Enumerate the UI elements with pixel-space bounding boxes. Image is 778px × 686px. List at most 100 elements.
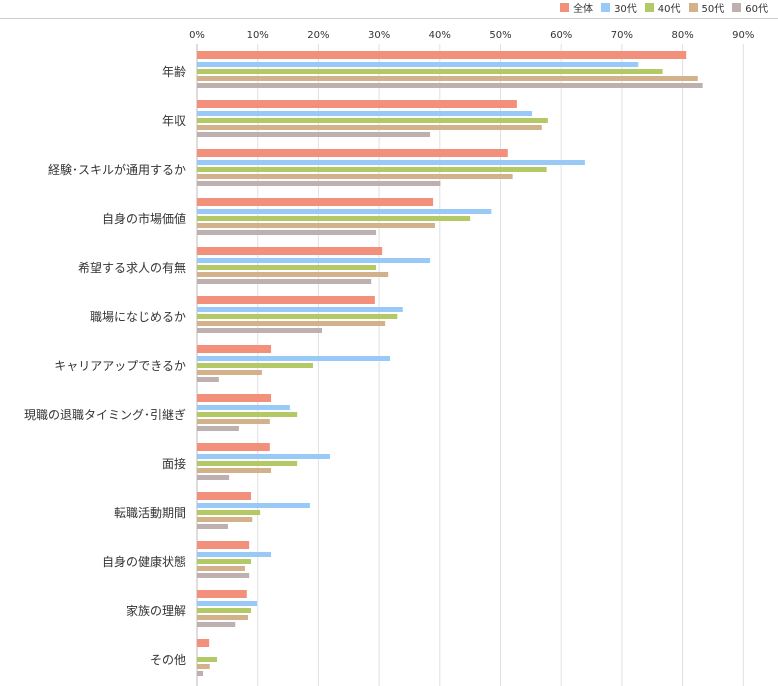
bar-7-4 (197, 426, 239, 431)
legend-swatch (688, 2, 698, 12)
bar-6-4 (197, 377, 219, 382)
legend-label: 40代 (657, 3, 681, 15)
legend: 全体 30代 40代 50代 60代 (560, 0, 768, 15)
legend-item-2: 40代 (644, 0, 681, 15)
category-label: その他 (150, 653, 186, 667)
category-label: 自身の市場価値 (102, 211, 186, 226)
x-tick-label: 50% (489, 30, 511, 41)
bar-10-0 (197, 541, 250, 549)
bar-2-2 (197, 167, 547, 172)
bar-12-2 (197, 657, 218, 662)
x-tick-label: 20% (307, 30, 329, 41)
bar-6-0 (197, 345, 272, 353)
bar-9-0 (197, 492, 252, 500)
category-label: 家族の理解 (126, 603, 186, 618)
bar-3-0 (197, 198, 434, 206)
x-tick-label: 60% (550, 30, 572, 41)
bar-1-1 (197, 111, 533, 116)
bar-9-1 (197, 503, 310, 508)
bar-12-4 (197, 671, 204, 676)
bar-8-1 (197, 454, 330, 459)
legend-label: 60代 (745, 3, 768, 15)
legend-swatch (560, 2, 570, 12)
bar-0-4 (197, 83, 703, 88)
bar-8-0 (197, 443, 270, 451)
bar-11-0 (197, 590, 247, 598)
legend-label: 30代 (614, 3, 637, 15)
bar-11-3 (197, 615, 248, 620)
bar-3-1 (197, 209, 492, 214)
bar-6-1 (197, 356, 391, 361)
x-tick-label: 90% (732, 30, 754, 41)
bar-4-1 (197, 258, 431, 263)
legend-divider (0, 18, 778, 19)
x-tick-label: 10% (247, 30, 269, 41)
bar-6-3 (197, 370, 262, 375)
x-tick-label: 70% (611, 30, 633, 41)
x-tick-label: 40% (429, 30, 451, 41)
bar-2-4 (197, 181, 441, 186)
bar-0-0 (197, 51, 687, 59)
legend-item-1: 30代 (601, 0, 637, 15)
category-label: 転職活動期間 (114, 506, 186, 520)
bar-9-2 (197, 510, 261, 515)
legend-swatch (732, 2, 742, 12)
bar-2-1 (197, 160, 585, 165)
legend-label: 全体 (573, 3, 594, 15)
bar-5-0 (197, 296, 375, 304)
bar-5-4 (197, 328, 323, 333)
bar-9-4 (197, 524, 228, 529)
legend-item-0: 全体 (560, 0, 593, 15)
category-label: 職場になじめるか (90, 310, 186, 324)
bar-5-1 (197, 307, 403, 312)
bar-5-2 (197, 314, 398, 319)
bar-9-3 (197, 517, 253, 522)
bar-1-4 (197, 132, 431, 137)
bar-7-1 (197, 405, 290, 410)
bar-1-3 (197, 125, 542, 130)
bar-7-0 (197, 394, 272, 402)
x-tick-label: 30% (368, 30, 390, 41)
bar-10-4 (197, 573, 250, 578)
x-tick-label: 0% (189, 30, 205, 41)
bar-7-3 (197, 419, 270, 424)
bar-10-1 (197, 552, 272, 557)
category-label: 自身の健康状態 (102, 554, 186, 569)
bar-4-4 (197, 279, 372, 284)
bar-3-2 (197, 216, 471, 221)
category-label: キャリアアップできるか (54, 359, 186, 373)
bar-12-3 (197, 664, 210, 669)
bar-1-2 (197, 118, 548, 123)
x-tick-label: 80% (671, 30, 693, 41)
category-label: 面接 (162, 456, 186, 471)
bar-4-0 (197, 247, 383, 255)
bar-4-2 (197, 265, 377, 270)
bar-3-4 (197, 230, 377, 235)
bar-10-3 (197, 566, 245, 571)
bar-8-4 (197, 475, 230, 480)
bar-0-1 (197, 62, 639, 67)
bar-2-3 (197, 174, 513, 179)
bar-3-3 (197, 223, 435, 228)
bar-8-2 (197, 461, 298, 466)
legend-swatch (644, 2, 654, 12)
bar-8-3 (197, 468, 272, 473)
bar-12-0 (197, 639, 210, 647)
legend-label: 50代 (701, 3, 725, 15)
category-label: 年収 (162, 114, 186, 128)
legend-item-4: 60代 (732, 0, 768, 15)
bar-2-0 (197, 149, 508, 157)
bar-11-4 (197, 622, 236, 627)
bar-0-2 (197, 69, 663, 74)
bar-7-2 (197, 412, 298, 417)
bar-4-3 (197, 272, 389, 277)
legend-item-3: 50代 (688, 0, 725, 15)
category-label: 年齢 (162, 64, 186, 79)
bar-5-3 (197, 321, 386, 326)
bar-1-0 (197, 100, 517, 108)
category-label: 希望する求人の有無 (78, 260, 186, 275)
bar-6-2 (197, 363, 313, 368)
bar-11-1 (197, 601, 258, 606)
legend-swatch (601, 2, 611, 12)
